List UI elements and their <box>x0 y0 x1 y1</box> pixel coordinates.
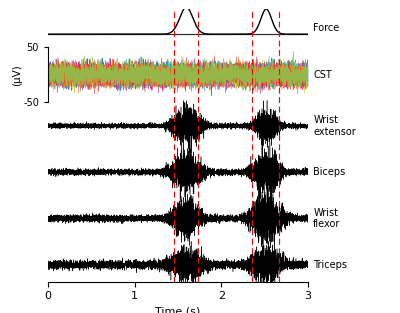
Text: CST: CST <box>313 70 332 80</box>
Text: Wrist
extensor: Wrist extensor <box>313 115 356 136</box>
Y-axis label: (μV): (μV) <box>12 64 22 86</box>
Text: Biceps: Biceps <box>313 167 346 177</box>
Text: Wrist
flexor: Wrist flexor <box>313 208 340 229</box>
Text: Force: Force <box>313 23 340 33</box>
Text: Triceps: Triceps <box>313 260 347 270</box>
X-axis label: Time (s): Time (s) <box>155 307 201 313</box>
